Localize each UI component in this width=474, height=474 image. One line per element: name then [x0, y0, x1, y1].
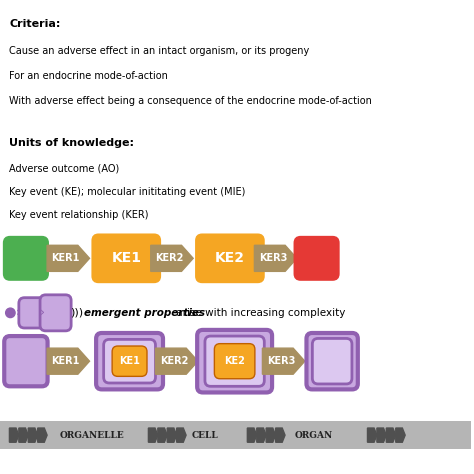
Polygon shape: [177, 428, 186, 442]
Text: KE2: KE2: [224, 356, 245, 366]
Text: With adverse effect being a consequence of the endocrine mode-of-action: With adverse effect being a consequence …: [9, 96, 372, 106]
Polygon shape: [377, 428, 386, 442]
Polygon shape: [247, 428, 257, 442]
FancyBboxPatch shape: [205, 336, 264, 386]
Polygon shape: [19, 428, 28, 442]
FancyBboxPatch shape: [93, 235, 160, 282]
Text: ORGAN: ORGAN: [294, 431, 332, 439]
Text: Cause an adverse effect in an intact organism, or its progeny: Cause an adverse effect in an intact org…: [9, 46, 310, 56]
Polygon shape: [28, 428, 38, 442]
Polygon shape: [367, 428, 377, 442]
FancyBboxPatch shape: [197, 330, 272, 392]
Text: ›: ›: [16, 306, 21, 319]
Text: ›: ›: [40, 306, 45, 319]
Text: Units of knowledge:: Units of knowledge:: [9, 138, 135, 148]
FancyBboxPatch shape: [112, 346, 147, 376]
Polygon shape: [257, 428, 266, 442]
FancyBboxPatch shape: [214, 344, 255, 379]
Text: Criteria:: Criteria:: [9, 19, 61, 29]
Text: Key event (KE); molecular inititating event (MIE): Key event (KE); molecular inititating ev…: [9, 187, 246, 197]
Polygon shape: [38, 428, 47, 442]
Polygon shape: [263, 348, 305, 374]
Text: CELL: CELL: [191, 431, 219, 439]
Text: KE2: KE2: [215, 251, 245, 265]
Polygon shape: [148, 428, 158, 442]
FancyBboxPatch shape: [96, 333, 163, 390]
Text: KER2: KER2: [155, 253, 183, 264]
Polygon shape: [386, 428, 396, 442]
Text: For an endocrine mode-of-action: For an endocrine mode-of-action: [9, 71, 168, 81]
Text: Key event relationship (KER): Key event relationship (KER): [9, 210, 149, 220]
Text: ORGANELLE: ORGANELLE: [60, 431, 124, 439]
FancyBboxPatch shape: [307, 333, 358, 390]
FancyBboxPatch shape: [196, 235, 264, 282]
Polygon shape: [47, 348, 90, 374]
Text: arise with increasing complexity: arise with increasing complexity: [173, 308, 346, 318]
FancyBboxPatch shape: [104, 339, 155, 383]
FancyBboxPatch shape: [4, 336, 47, 386]
Bar: [0, 421, 471, 449]
FancyBboxPatch shape: [295, 237, 338, 280]
Polygon shape: [158, 428, 167, 442]
Text: KER1: KER1: [52, 356, 80, 366]
Polygon shape: [155, 348, 198, 374]
Polygon shape: [47, 246, 90, 271]
FancyBboxPatch shape: [19, 298, 45, 328]
Text: KER3: KER3: [259, 253, 287, 264]
Text: KER2: KER2: [160, 356, 188, 366]
Text: KER1: KER1: [52, 253, 80, 264]
Polygon shape: [396, 428, 405, 442]
Polygon shape: [167, 428, 177, 442]
FancyBboxPatch shape: [40, 295, 71, 331]
Text: emergent properties: emergent properties: [84, 308, 205, 318]
Text: Adverse outcome (AO): Adverse outcome (AO): [9, 163, 119, 173]
FancyBboxPatch shape: [4, 237, 47, 280]
Polygon shape: [275, 428, 285, 442]
Text: KE1: KE1: [119, 356, 140, 366]
Polygon shape: [9, 428, 19, 442]
Text: ))): ))): [70, 308, 83, 318]
Polygon shape: [266, 428, 275, 442]
Polygon shape: [151, 246, 193, 271]
Text: KE1: KE1: [111, 251, 141, 265]
Text: KER3: KER3: [267, 356, 295, 366]
FancyBboxPatch shape: [312, 338, 352, 384]
Polygon shape: [255, 246, 297, 271]
Circle shape: [6, 308, 15, 318]
